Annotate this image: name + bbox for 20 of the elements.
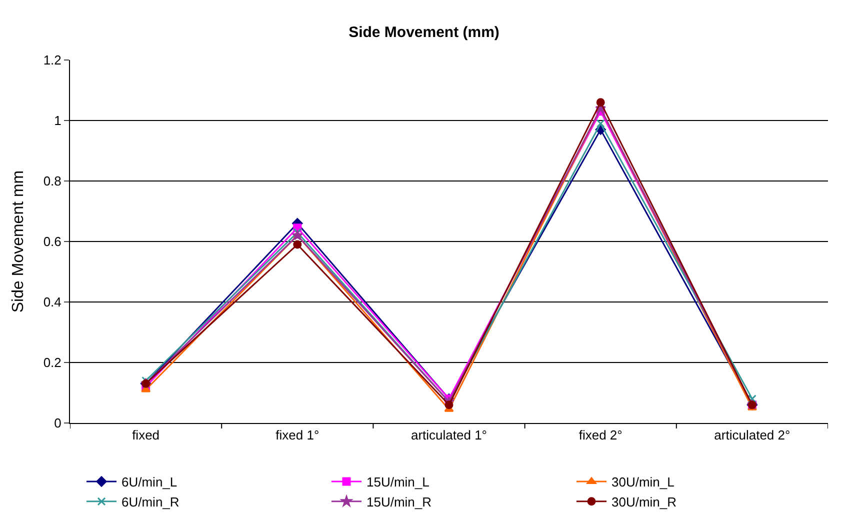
x-tick-label: fixed 2°	[578, 428, 622, 443]
chart-title: Side Movement (mm)	[348, 24, 500, 41]
y-tick-label: 0.2	[43, 355, 62, 370]
legend-label: 30U/min_L	[612, 474, 674, 490]
y-tick-label: 0	[54, 416, 62, 431]
y-tick-label: 1	[54, 113, 62, 128]
legend-label: 6U/min_L	[122, 474, 178, 490]
x-tick-label: articulated 2°	[714, 428, 790, 443]
y-tick-label: 0.4	[43, 294, 62, 310]
y-axis-title: Side Movement mm	[10, 170, 28, 313]
x-tick-label: fixed 1°	[276, 428, 320, 443]
y-tick-label: 1.2	[43, 52, 62, 68]
x-tick-label: articulated 1°	[410, 428, 488, 443]
legend-label: 15U/min_R	[366, 494, 432, 510]
legend-label: 6U/min_R	[122, 494, 180, 510]
x-tick-label: fixed	[132, 428, 160, 443]
legend-label: 15U/min_L	[366, 474, 430, 490]
y-tick-label: 0.8	[43, 174, 62, 189]
legend-label: 30U/min_R	[612, 494, 677, 510]
y-tick-label: 0.6	[43, 234, 62, 250]
